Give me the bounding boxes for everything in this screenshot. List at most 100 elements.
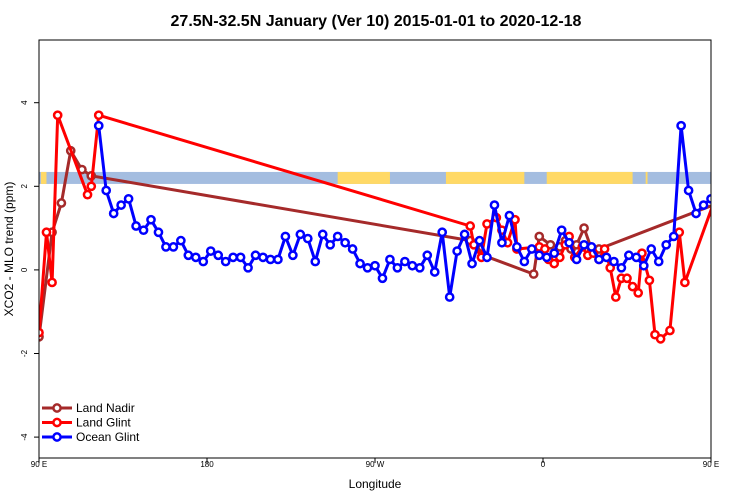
- data-point: [594, 254, 604, 265]
- data-point: [459, 229, 470, 240]
- data-point: [355, 258, 365, 269]
- data-point: [302, 233, 313, 244]
- legend-item: Land Nadir: [42, 401, 135, 415]
- data-point: [633, 288, 644, 298]
- data-point: [429, 267, 440, 277]
- data-point: [579, 223, 589, 233]
- data-point: [213, 250, 224, 261]
- data-point: [340, 237, 350, 248]
- data-point: [437, 227, 448, 238]
- data-point: [265, 254, 276, 265]
- series-ocean-glint: [93, 120, 711, 302]
- data-point: [138, 225, 149, 236]
- y-tick-label: 2: [20, 184, 29, 189]
- data-point: [698, 200, 709, 210]
- data-point: [47, 277, 57, 288]
- legend-item: Ocean Glint: [42, 430, 140, 444]
- data-point: [422, 250, 433, 261]
- data-point: [482, 219, 492, 229]
- data-point: [370, 260, 380, 271]
- land-ocean-mask: [39, 171, 711, 184]
- data-point: [161, 242, 171, 252]
- data-point: [86, 181, 97, 192]
- data-point: [680, 277, 690, 288]
- data-point: [482, 252, 492, 263]
- data-point: [683, 185, 694, 196]
- data-point: [504, 210, 515, 221]
- data-point: [325, 239, 336, 250]
- data-point: [52, 110, 63, 121]
- data-point: [512, 242, 522, 252]
- data-point: [116, 200, 126, 210]
- data-point: [665, 325, 675, 336]
- land-segment: [645, 171, 648, 184]
- data-point: [332, 231, 343, 242]
- data-point: [616, 262, 627, 273]
- data-point: [579, 239, 589, 250]
- data-point: [235, 252, 246, 263]
- x-tick-label: 90 E: [703, 460, 719, 469]
- data-point: [534, 250, 545, 261]
- data-point: [273, 254, 283, 265]
- legend-item: Land Glint: [42, 416, 131, 430]
- legend-label: Land Glint: [76, 416, 131, 430]
- data-point: [168, 242, 179, 252]
- data-point: [661, 239, 672, 250]
- data-point: [82, 189, 93, 200]
- data-point: [631, 252, 642, 263]
- data-point: [706, 193, 711, 204]
- legend-label: Ocean Glint: [76, 430, 140, 444]
- data-point: [627, 281, 638, 292]
- data-point: [280, 231, 291, 242]
- data-point: [198, 256, 209, 267]
- data-point: [676, 120, 686, 131]
- data-point: [93, 110, 104, 121]
- data-point: [644, 275, 655, 286]
- data-point: [624, 250, 634, 261]
- data-point: [599, 244, 610, 254]
- data-point: [638, 260, 649, 271]
- data-point: [526, 244, 537, 254]
- data-point: [653, 256, 664, 267]
- data-point: [93, 120, 104, 131]
- chart-title: 27.5N-32.5N January (Ver 10) 2015-01-01 …: [171, 13, 582, 30]
- data-point: [414, 262, 425, 273]
- data-point: [377, 273, 388, 284]
- data-point: [467, 258, 477, 269]
- data-point: [549, 248, 560, 259]
- legend-swatch-marker: [52, 432, 62, 442]
- y-axis: -4 -2 0 2 4: [20, 100, 39, 441]
- data-point: [610, 292, 621, 302]
- data-point: [392, 262, 403, 273]
- data-point: [586, 242, 597, 252]
- land-segment: [445, 171, 525, 184]
- data-point: [564, 237, 574, 248]
- data-point: [385, 254, 395, 265]
- data-point: [474, 235, 485, 246]
- data-point: [622, 273, 632, 284]
- data-point: [691, 208, 701, 219]
- data-point: [176, 235, 186, 246]
- data-point: [540, 244, 550, 254]
- y-tick-label: 0: [20, 267, 29, 272]
- data-point: [310, 256, 321, 267]
- land-segment: [337, 171, 390, 184]
- y-tick-label: -2: [20, 349, 29, 357]
- data-point: [646, 244, 657, 254]
- legend-swatch-marker: [52, 417, 62, 428]
- data-point: [541, 252, 552, 263]
- x-tick-label: 90 E: [31, 460, 47, 469]
- legend-label: Land Nadir: [76, 401, 135, 415]
- data-point: [258, 252, 268, 263]
- x-tick-label: 90 W: [366, 460, 385, 469]
- data-point: [655, 334, 666, 344]
- data-point: [528, 269, 539, 279]
- data-point: [549, 258, 560, 269]
- data-point: [220, 256, 231, 267]
- data-point: [317, 229, 328, 240]
- data-point: [534, 231, 545, 242]
- data-point: [489, 200, 500, 210]
- data-point: [571, 254, 582, 265]
- data-point: [228, 252, 238, 263]
